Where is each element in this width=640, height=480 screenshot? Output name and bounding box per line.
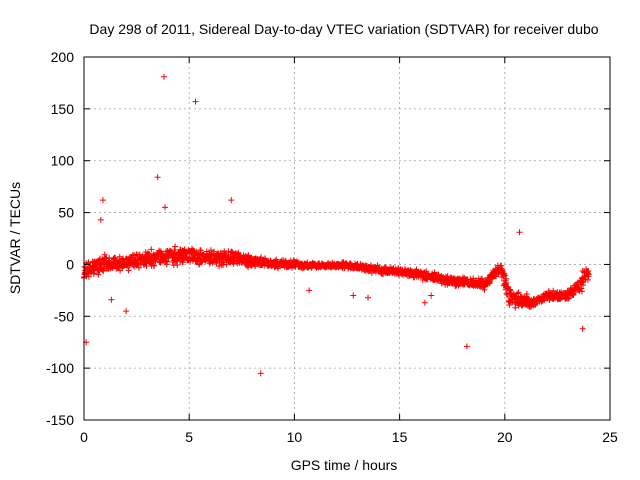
outlier-point xyxy=(97,216,104,223)
data-point xyxy=(95,271,102,278)
data-point xyxy=(164,258,171,265)
data-point xyxy=(506,301,513,308)
y-tick-label: 150 xyxy=(51,101,75,117)
y-tick-label: 0 xyxy=(66,256,74,272)
data-point xyxy=(515,289,522,296)
outlier-point xyxy=(192,98,199,105)
data-point xyxy=(216,263,223,270)
data-point xyxy=(151,262,158,269)
x-tick-label: 15 xyxy=(392,429,408,445)
data-point xyxy=(125,267,132,274)
data-point xyxy=(117,267,124,274)
data-point xyxy=(85,273,92,280)
data-point xyxy=(584,276,591,283)
data-point xyxy=(223,261,230,268)
data-point xyxy=(585,273,592,280)
outlier-point xyxy=(463,343,470,350)
data-points xyxy=(81,73,592,377)
chart-title: Day 298 of 2011, Sidereal Day-to-day VTE… xyxy=(89,21,598,37)
outlier-point xyxy=(579,325,586,332)
x-tick-label: 5 xyxy=(185,429,193,445)
x-tick-label: 0 xyxy=(80,429,88,445)
data-point xyxy=(112,254,119,261)
y-tick-label: 200 xyxy=(51,49,75,65)
data-point xyxy=(99,266,106,273)
x-tick-label: 10 xyxy=(287,429,303,445)
y-tick-label: -100 xyxy=(46,360,74,376)
data-point xyxy=(514,290,521,297)
y-axis-label: SDTVAR / TECUs xyxy=(7,182,23,294)
x-tick-label: 25 xyxy=(602,429,618,445)
outlier-point xyxy=(99,197,106,204)
outlier-point xyxy=(257,370,264,377)
data-point xyxy=(174,262,181,269)
data-point xyxy=(144,249,151,256)
x-tick-label: 20 xyxy=(497,429,513,445)
data-point xyxy=(512,304,519,311)
outlier-point xyxy=(123,308,130,315)
y-tick-label: -150 xyxy=(46,412,74,428)
outlier-point xyxy=(421,299,428,306)
data-point xyxy=(578,288,585,295)
data-point xyxy=(172,243,179,250)
outlier-point xyxy=(428,292,435,299)
y-tick-label: 50 xyxy=(58,205,74,221)
outlier-point xyxy=(154,174,161,181)
data-point xyxy=(211,248,218,255)
data-point xyxy=(171,246,178,253)
data-point xyxy=(502,272,509,279)
data-point xyxy=(179,259,186,266)
grid-lines xyxy=(84,57,610,420)
axis-ticks: 0 5 10 15 20 25 -150 -100 -50 0 50 100 150 200 xyxy=(46,49,618,445)
data-point xyxy=(486,280,493,287)
outlier-point xyxy=(108,296,115,303)
y-tick-label: -50 xyxy=(54,308,74,324)
data-point xyxy=(523,290,530,297)
outlier-point xyxy=(516,229,523,236)
data-point xyxy=(136,264,143,271)
data-point xyxy=(207,247,214,254)
data-point xyxy=(197,247,204,254)
data-point xyxy=(578,285,585,292)
outlier-point xyxy=(228,197,235,204)
data-point xyxy=(503,275,510,282)
outlier-point xyxy=(162,204,169,211)
outlier-point xyxy=(160,73,167,80)
x-axis-label: GPS time / hours xyxy=(291,457,398,473)
outlier-point xyxy=(350,292,357,299)
plot-frame xyxy=(83,56,611,421)
data-point xyxy=(100,268,107,275)
data-point xyxy=(252,263,259,270)
data-point xyxy=(157,259,164,266)
data-point xyxy=(148,246,155,253)
y-tick-label: 100 xyxy=(51,153,75,169)
outlier-point xyxy=(306,287,313,294)
data-point xyxy=(228,249,235,256)
data-point xyxy=(101,251,108,258)
outlier-point xyxy=(365,294,372,301)
